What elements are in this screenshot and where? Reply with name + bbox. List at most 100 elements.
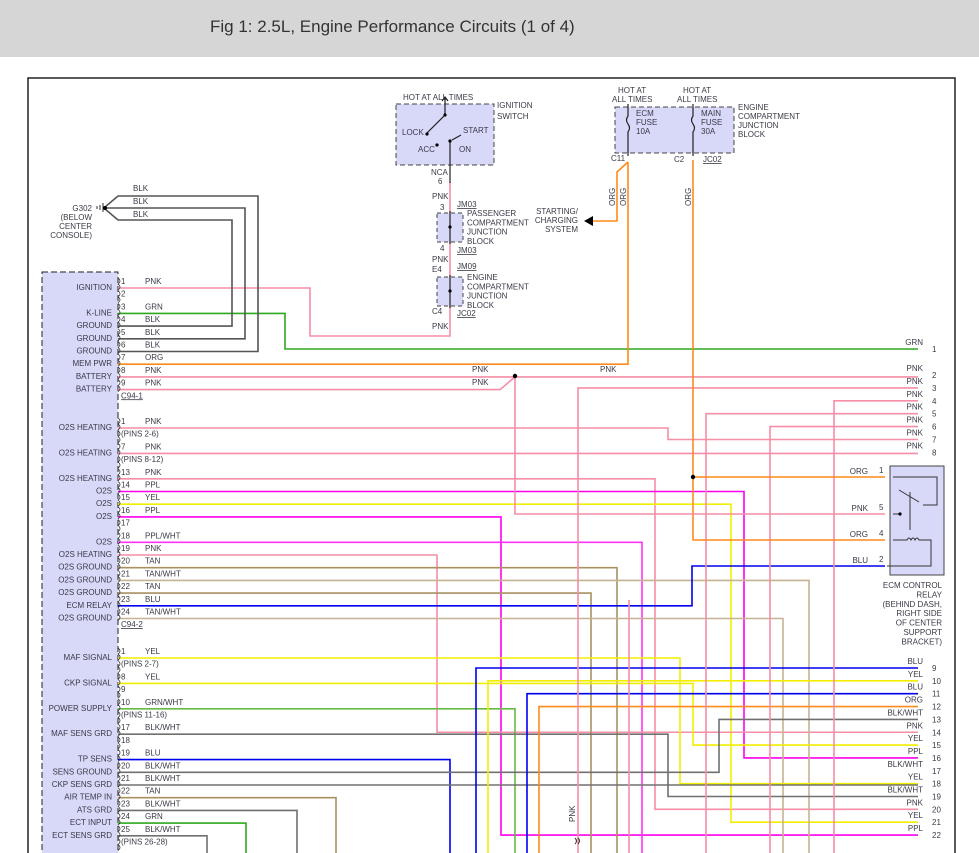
relay-wire-label: BLU [852, 556, 868, 565]
connector-pin-icon [117, 353, 121, 367]
connector-id: JC02 [457, 309, 476, 318]
connector-pin-icon [117, 812, 121, 826]
wire-color-label: PNK [432, 255, 449, 264]
right-pin-number: 13 [932, 715, 941, 724]
pin-number: 18 [121, 531, 130, 540]
connector-pin-icon [117, 723, 121, 737]
ground-location: (BELOW [60, 213, 92, 222]
wire-color-label: ORG [608, 188, 617, 206]
right-pin-number: 4 [932, 397, 937, 406]
wire-yel [118, 682, 918, 746]
main-fuse-label: MAIN [701, 109, 721, 118]
wire-color-label: PNK [472, 365, 489, 374]
ecm-function-label: BATTERY [76, 372, 113, 381]
wire-org [592, 161, 629, 222]
fuse-block-box [614, 106, 735, 154]
right-pin-number: 11 [932, 690, 941, 699]
ecm-function-label: CKP SIGNAL [64, 678, 112, 687]
pin-number: 14 [121, 481, 130, 490]
pin-number: (PINS 2-6) [121, 430, 159, 439]
pin-number: E4 [432, 265, 442, 274]
pin-number: 19 [121, 544, 130, 553]
right-pin-number: 14 [932, 728, 941, 737]
starting-charging-label: SYSTEM [545, 225, 578, 234]
ecm-fuse-label: ECM [636, 109, 654, 118]
hot-at-label: HOT AT [618, 86, 646, 95]
right-wire-color-label: YEL [908, 734, 924, 743]
pin-number: (PINS 26-28) [121, 838, 168, 847]
wire-pnk [118, 427, 918, 441]
wire-org [692, 160, 885, 541]
fuse-icon [690, 104, 696, 156]
relay-wire-label: PNK [852, 504, 869, 513]
pin-number: 8 [121, 672, 126, 681]
ecm-function-label: IGNITION [76, 283, 112, 292]
wire-pnk [118, 376, 516, 391]
pin-number: 17 [121, 519, 130, 528]
ground-location: CONSOLE) [50, 231, 92, 240]
wire-blu [475, 667, 918, 853]
pin-number: 2 [121, 290, 126, 299]
pin-number: 23 [121, 595, 130, 604]
ground-point [103, 206, 107, 210]
ecm-function-label: ECM RELAY [66, 601, 112, 610]
ecm-fuse-label: FUSE [636, 118, 657, 127]
wire-color-label: BLK/WHT [145, 825, 181, 834]
wire-pnk [705, 412, 918, 853]
wire-blk [104, 195, 259, 353]
pin-number: 4 [440, 244, 445, 253]
ecm-function-label: ECT INPUT [70, 818, 112, 827]
connector-pin-icon [117, 749, 121, 762]
splice-dot [448, 225, 452, 229]
connector-pin-icon [117, 838, 121, 851]
wire-yel [118, 503, 918, 824]
junction-block-label: ENGINE [467, 273, 498, 282]
connector-pin-icon [117, 544, 121, 558]
wire-ppl [118, 490, 918, 759]
junction-block-label: BLOCK [467, 237, 495, 246]
connector-pin-icon [117, 315, 121, 329]
wire-pnk [833, 399, 918, 853]
wire-color-label: TAN [145, 582, 161, 591]
ecm-function-label: GROUND [76, 347, 112, 356]
ecm-function-label: O2S [96, 537, 112, 546]
wire-color-label: TAN/WHT [145, 569, 181, 578]
ground-icon [96, 203, 104, 212]
pin-number: 18 [121, 736, 130, 745]
relay-pin-number: 5 [879, 503, 884, 512]
connector-pin-icon [117, 673, 121, 686]
relay-pin-number: 4 [879, 529, 884, 538]
connector-pin-icon [117, 277, 121, 291]
pin-number: 21 [121, 774, 130, 783]
connector-pin-icon [117, 595, 121, 609]
right-wire-color-label: BLU [907, 657, 923, 666]
ecm-function-label: MAF SENS GRD [51, 729, 112, 738]
connector-pin-icon [117, 660, 121, 674]
pin-number: 24 [121, 608, 130, 617]
right-wire-color-label: PNK [907, 390, 924, 399]
junction-block-label: BLOCK [467, 301, 495, 310]
connector-pin-icon [117, 303, 121, 316]
wire-pnk [118, 477, 918, 811]
wire-blk-wht [118, 718, 918, 774]
ecm-function-label: AIR TEMP IN [64, 793, 112, 802]
junction-block-label: BLOCK [738, 130, 766, 139]
pin-number: 21 [121, 569, 130, 578]
wire-color-label: BLK [145, 315, 161, 324]
right-wire-color-label: PNK [907, 721, 924, 730]
right-pin-number: 21 [932, 818, 941, 827]
connector-pin-icon [117, 290, 121, 304]
ecm-function-label: O2S HEATING [59, 423, 112, 432]
relay-label: (BEHIND DASH, [882, 600, 942, 609]
ecm-function-label: O2S HEATING [59, 474, 112, 483]
wire-grn [118, 822, 247, 853]
pin-number: 1 [121, 417, 126, 426]
figure-header: Fig 1: 2.5L, Engine Performance Circuits… [0, 0, 979, 57]
connector-pin-icon [117, 379, 121, 392]
main-fuse-label: 30A [701, 127, 716, 136]
splice-dot [690, 474, 696, 480]
connector-id: C94-1 [121, 391, 143, 400]
wire-blu [526, 692, 918, 853]
right-pin-number: 19 [932, 793, 941, 802]
pin-number: 8 [121, 366, 126, 375]
